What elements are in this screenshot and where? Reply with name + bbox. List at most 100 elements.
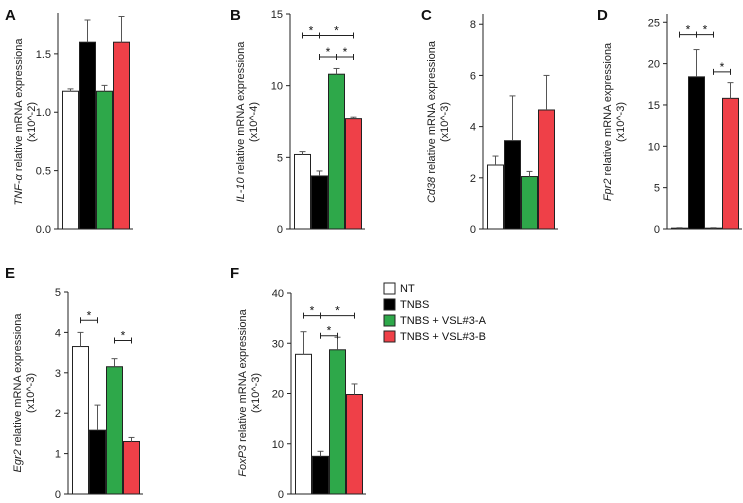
gene-name: Egr2	[12, 449, 24, 472]
y-tick-label: 40	[272, 288, 284, 300]
gene-name: Fpr2	[602, 179, 614, 202]
bar-tnbs-vsl-3-b	[722, 97, 739, 230]
y-tick-label: 0.5	[36, 166, 51, 178]
y-axis-label-line1: Egr2 relative mRNA expressiona	[12, 313, 24, 473]
y-tick-label: 20	[272, 389, 284, 401]
y-axis-label: TNF-α relative mRNA expressiona (x10^-2)	[13, 38, 38, 206]
y-tick-label: 4	[55, 327, 61, 339]
y-tick-label: 20	[648, 59, 660, 71]
bar-tnbs-vsl-3-a	[705, 227, 722, 230]
gene-name: IL-10	[235, 176, 247, 202]
y-tick-label: 15	[648, 100, 660, 112]
bar-nt	[487, 164, 504, 230]
y-tick-label: 5	[277, 152, 283, 164]
legend-item: TNBS	[383, 298, 429, 311]
bar-tnbs-vsl-3-a	[521, 176, 538, 230]
panel-e: E 0 1 2 3 4 5 * * Egr2 relative mRNA expressiona(…	[5, 265, 143, 501]
y-tick-label: 15	[271, 9, 283, 21]
panel-letter: B	[230, 7, 241, 24]
y-axis-label-text: relative mRNA expressiona	[235, 41, 247, 178]
y-tick-label: 30	[272, 338, 284, 350]
y-axis-label-line1: FoxP3 relative mRNA expressiona	[237, 308, 249, 476]
bar-tnbs-vsl-3-b	[123, 440, 140, 495]
y-axis-units: (x10^-4)	[248, 102, 260, 142]
legend-swatch	[383, 282, 396, 295]
bar-tnbs-vsl-3-a	[96, 90, 113, 230]
panel-letter: C	[421, 7, 432, 24]
y-axis-units: (x10^-3)	[439, 102, 451, 142]
significance-star: *	[686, 23, 691, 37]
y-axis-label-text: relative mRNA expressiona	[602, 42, 614, 179]
bar-tnbs-vsl-3-a	[329, 349, 346, 495]
y-axis-label-text: relative mRNA expressiona	[426, 40, 438, 177]
significance-star: *	[87, 308, 92, 322]
y-axis-label: Egr2 relative mRNA expressiona (x10^-3)	[12, 313, 37, 473]
panel-d: D 0 5 10 15 20 25 * * * Fpr2 relative mRNA express…	[597, 7, 742, 236]
legend-swatch	[383, 298, 396, 311]
y-tick-label: 2	[55, 408, 61, 420]
panel-letter: A	[5, 7, 16, 24]
gene-name: Cd38	[426, 176, 438, 203]
significance-star: *	[703, 23, 708, 37]
bar-nt	[62, 90, 79, 230]
y-tick-label: 8	[470, 19, 476, 31]
legend-swatch	[383, 330, 396, 343]
significance-star: *	[310, 304, 315, 318]
bar-nt	[72, 346, 89, 495]
legend-item: TNBS + VSL#3-A	[383, 314, 487, 327]
y-tick-label: 2	[470, 173, 476, 185]
y-axis-label: FoxP3 relative mRNA expressiona (x10^-3)	[237, 308, 262, 476]
y-axis-label-line1: Cd38 relative mRNA expressiona	[426, 40, 438, 203]
y-tick-label: 25	[648, 17, 660, 29]
bar-tnbs	[89, 429, 106, 495]
bar-tnbs	[504, 140, 521, 230]
y-tick-label: 5	[55, 287, 61, 299]
y-axis-units: (x10^-3)	[250, 373, 262, 413]
y-tick-label: 6	[470, 70, 476, 82]
legend-label: NT	[400, 283, 415, 295]
bar-tnbs-vsl-3-b	[345, 118, 362, 230]
y-axis-label-text: relative mRNA expressiona	[237, 308, 249, 445]
legend-item: TNBS + VSL#3-B	[383, 330, 486, 343]
y-axis-units: (x10^-3)	[25, 373, 37, 413]
significance-star: *	[335, 304, 340, 318]
y-axis-label: Cd38 relative mRNA expressiona (x10^-3)	[426, 40, 451, 203]
panel-letter: D	[597, 7, 608, 24]
y-tick-label: 0	[278, 489, 284, 501]
y-axis-label-text: relative mRNA expressiona	[12, 313, 24, 450]
panel-c: C 0 2 4 6 8 Cd38 relative mRNA expressiona (x10…	[421, 7, 558, 236]
bar-tnbs	[688, 76, 705, 230]
y-tick-label: 0	[470, 224, 476, 236]
significance-star: *	[720, 60, 725, 74]
y-tick-label: 1.5	[36, 49, 51, 61]
y-tick-label: 3	[55, 368, 61, 380]
y-tick-label: 0	[277, 224, 283, 236]
bar-tnbs	[311, 175, 328, 230]
y-axis-label: IL-10 relative mRNA expressiona (x10^-4)	[235, 41, 260, 203]
y-tick-label: 1	[55, 449, 61, 461]
y-tick-label: 10	[648, 141, 660, 153]
legend-swatch	[383, 314, 396, 327]
bar-nt	[295, 353, 312, 495]
significance-star: *	[121, 328, 126, 342]
bar-tnbs-vsl-3-b	[538, 109, 555, 230]
legend: NT TNBS TNBS + VSL#3-A TNBS + VSL#3-B	[383, 282, 487, 343]
bar-tnbs-vsl-3-a	[106, 366, 123, 495]
y-tick-label: 0.0	[36, 224, 51, 236]
legend-item: NT	[383, 282, 415, 295]
y-tick-label: 4	[470, 122, 476, 134]
legend-label: TNBS	[400, 299, 429, 311]
gene-name: TNF-α	[13, 173, 25, 205]
bar-tnbs-vsl-3-b	[346, 394, 363, 495]
bar-nt	[671, 227, 688, 230]
y-axis-label-line1: IL-10 relative mRNA expressiona	[235, 41, 247, 203]
legend-label: TNBS + VSL#3-A	[400, 315, 487, 327]
significance-star: *	[343, 45, 348, 59]
y-axis-units: (x10^-2)	[26, 102, 38, 142]
significance-star: *	[309, 24, 314, 38]
bar-tnbs	[79, 41, 96, 230]
